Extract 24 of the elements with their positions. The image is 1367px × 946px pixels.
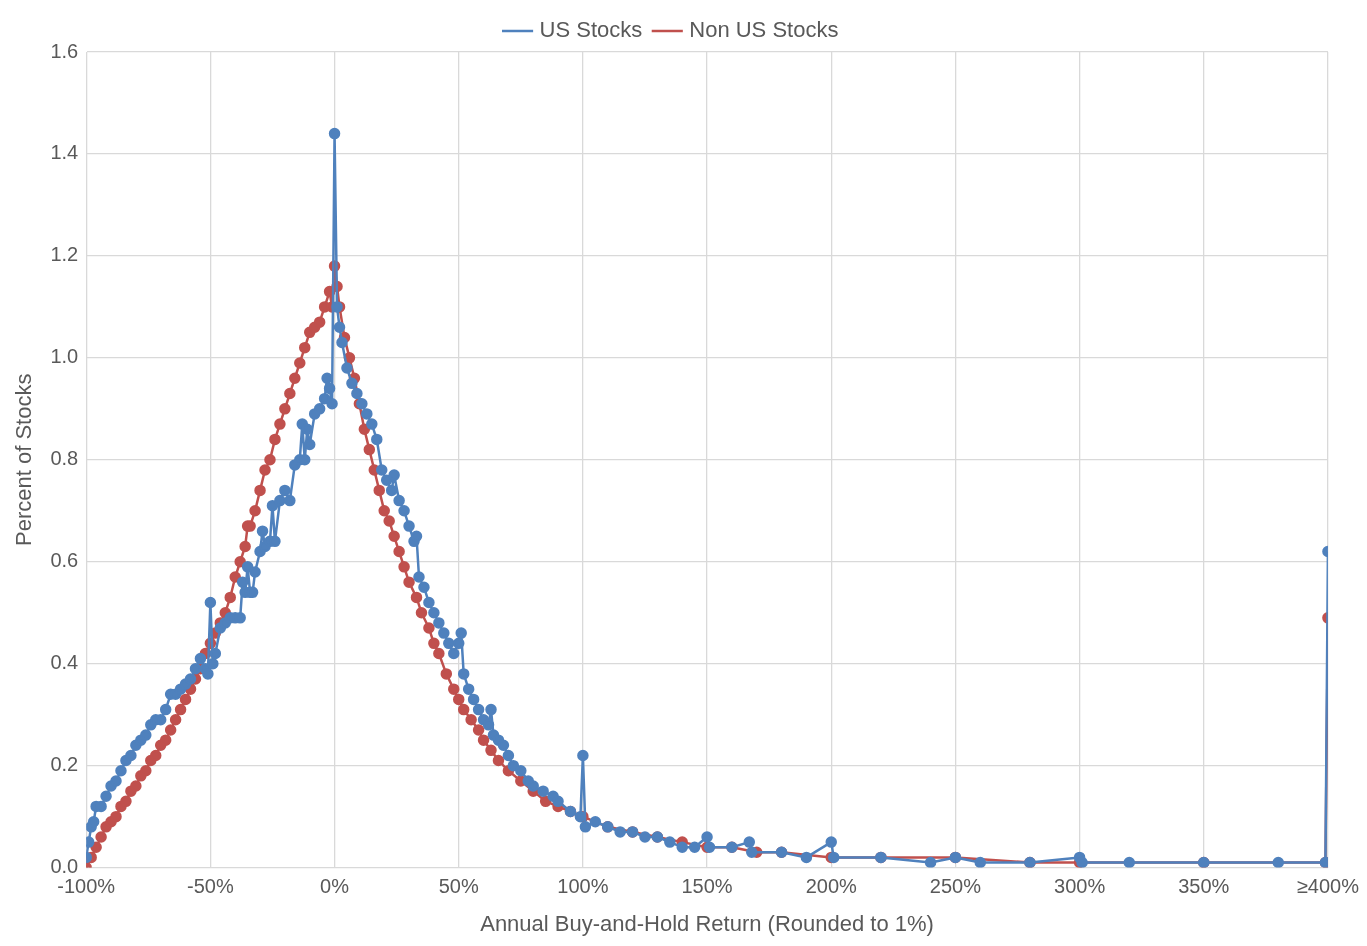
x-tick-label: 100% — [557, 875, 609, 898]
x-tick-label: 150% — [681, 875, 733, 898]
y-tick-label: 1.4 — [50, 141, 79, 164]
legend-label: US Stocks — [539, 17, 643, 43]
y-tick-label: 0.0 — [50, 855, 79, 878]
y-tick-label: 0.4 — [50, 651, 79, 674]
x-tick-label: 300% — [1054, 875, 1106, 898]
x-tick-label: 0% — [320, 875, 350, 898]
x-tick-label: 50% — [438, 875, 479, 898]
y-tick-label: 1.0 — [50, 345, 79, 368]
legend-label: Non US Stocks — [689, 17, 839, 43]
x-tick-label: ≥400% — [1296, 875, 1360, 898]
x-tick-label: -50% — [187, 875, 234, 898]
x-tick-label: 200% — [805, 875, 858, 898]
y-axis-title: Percent of Stocks — [11, 373, 37, 547]
y-tick-label: 0.8 — [50, 447, 79, 470]
x-axis-title: Annual Buy-and-Hold Return (Rounded to 1%) — [480, 910, 934, 936]
x-tick-label: 250% — [929, 875, 982, 898]
y-tick-label: 0.2 — [50, 753, 79, 776]
y-tick-label: 1.6 — [50, 39, 79, 62]
y-tick-label: 0.6 — [50, 549, 79, 572]
y-tick-label: 1.2 — [50, 243, 79, 266]
x-tick-label: 350% — [1178, 875, 1230, 898]
x-tick-label: -100% — [57, 875, 116, 898]
